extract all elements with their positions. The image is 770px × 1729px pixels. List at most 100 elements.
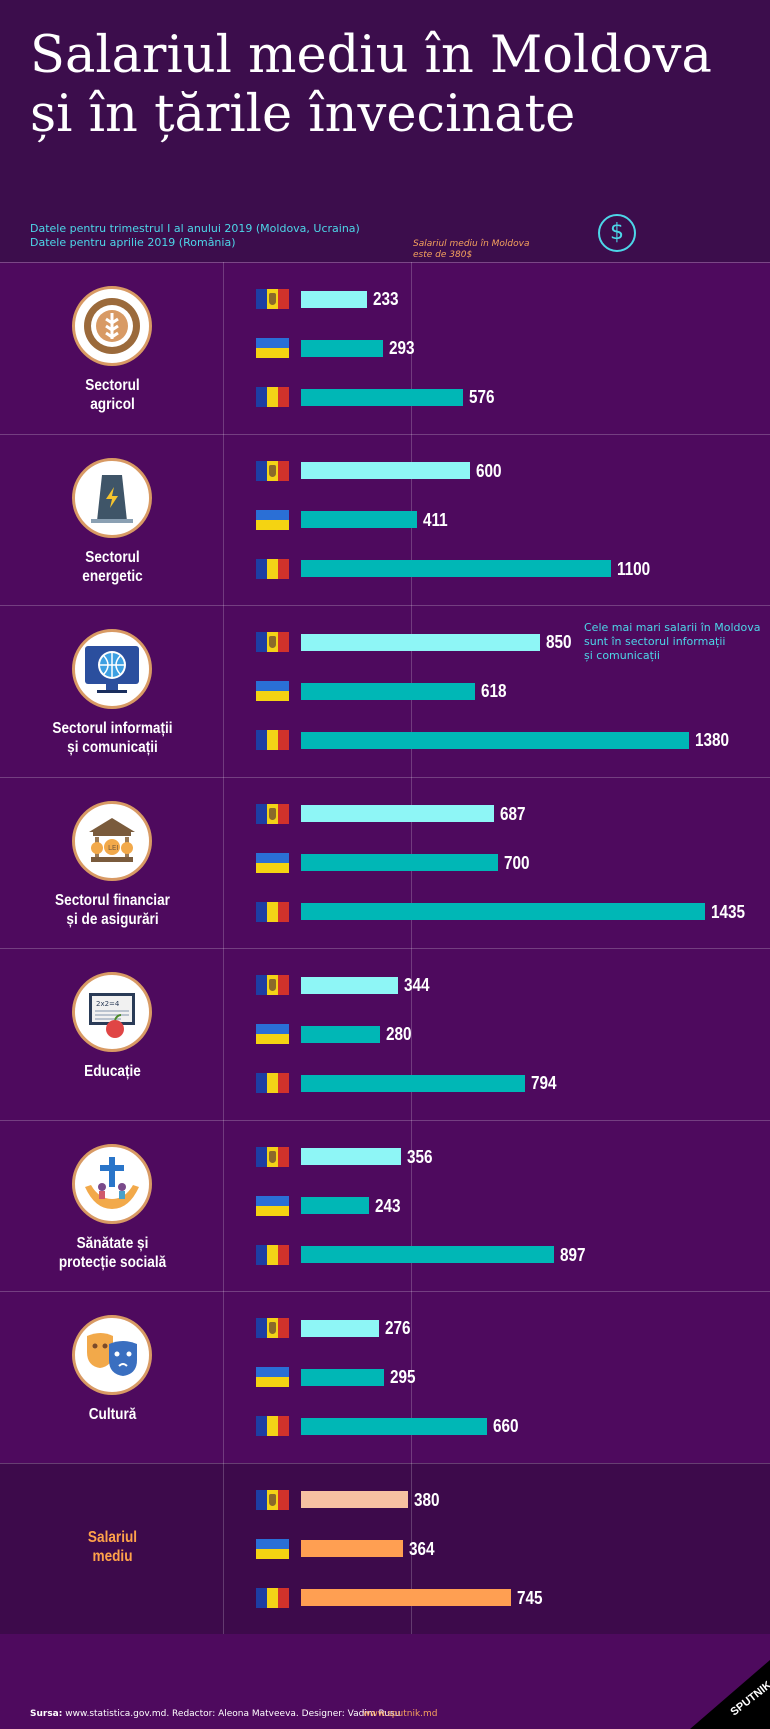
ukraine-flag-icon: [256, 1367, 289, 1387]
section-divider: [0, 1120, 770, 1121]
bar-ucraina: [301, 511, 417, 528]
sector-label-line: energetic: [82, 568, 143, 585]
wheat-gear-icon: [72, 286, 152, 366]
highlight-line-3: și comunicații: [584, 649, 660, 662]
average-reference-line: [411, 262, 412, 1634]
bank-icon: LEI: [72, 801, 152, 881]
bar-moldova: [301, 634, 540, 651]
moldova-flag-icon: [256, 804, 289, 824]
header-band: [0, 0, 770, 262]
moldova-emblem-icon: [269, 636, 276, 648]
average-note-line-2: este de 380$: [413, 250, 473, 260]
sector-label: Salariul mediu: [34, 1528, 191, 1566]
bar-ucraina: [301, 340, 383, 357]
bar-value-label: 293: [389, 338, 415, 358]
average-note-line-1: Salariul mediu în Moldova: [413, 239, 530, 249]
ukraine-flag-icon: [256, 510, 289, 530]
ukraine-flag-icon: [256, 1024, 289, 1044]
sector-label: Cultură: [34, 1405, 191, 1424]
bar-value-label: 897: [560, 1245, 586, 1265]
bar-value-label: 276: [385, 1318, 411, 1338]
highlight-note: Cele mai mari salarii în Moldova sunt în…: [584, 621, 760, 663]
moldova-flag-icon: [256, 975, 289, 995]
bar-romania: [301, 389, 463, 406]
note-line-2: Datele pentru aprilie 2019 (România): [30, 236, 236, 249]
sector-label-line: protecție socială: [58, 1254, 167, 1271]
romania-flag-icon: [256, 1588, 289, 1608]
moldova-flag-icon: [256, 1147, 289, 1167]
moldova-emblem-icon: [269, 808, 276, 820]
moldova-emblem-icon: [269, 293, 276, 305]
title-line-2: și în țările învecinate: [30, 85, 576, 144]
bar-moldova: [301, 291, 367, 308]
column-divider: [223, 262, 224, 1634]
theater-masks-icon: [72, 1315, 152, 1395]
note-line-1: Datele pentru trimestrul I al anului 201…: [30, 222, 360, 235]
romania-flag-icon: [256, 1416, 289, 1436]
source-text: www.statistica.gov.md. Redactor: Aleona …: [62, 1709, 401, 1719]
ukraine-flag-icon: [256, 1196, 289, 1216]
moldova-flag-icon: [256, 1490, 289, 1510]
sector-label-line: Educație: [84, 1063, 141, 1080]
highlight-line-2: sunt în sectorul informații: [584, 635, 726, 648]
medical-hands-icon: [72, 1144, 152, 1224]
sector-label: Sectorul agricol: [34, 376, 191, 414]
svg-text:LEI: LEI: [108, 844, 118, 852]
data-period-notes: Datele pentru trimestrul I al anului 201…: [30, 222, 360, 250]
bar-moldova: [301, 462, 470, 479]
bar-value-label: 243: [375, 1196, 401, 1216]
ukraine-flag-icon: [256, 1539, 289, 1559]
bar-moldova: [301, 977, 398, 994]
source-prefix: Sursa:: [30, 1709, 63, 1719]
bar-ucraina: [301, 1369, 384, 1386]
sector-label-line: Salariul: [87, 1529, 138, 1546]
moldova-flag-icon: [256, 461, 289, 481]
moldova-emblem-icon: [269, 979, 276, 991]
romania-flag-icon: [256, 730, 289, 750]
dollar-icon: $: [598, 214, 636, 252]
moldova-flag-icon: [256, 632, 289, 652]
section-divider: [0, 1291, 770, 1292]
sector-label-line: Sectorul: [85, 377, 140, 394]
romania-flag-icon: [256, 559, 289, 579]
bar-value-label: 745: [517, 1588, 543, 1608]
bar-romania: [301, 903, 705, 920]
moldova-emblem-icon: [269, 1151, 276, 1163]
bar-romania: [301, 1418, 487, 1435]
bar-value-label: 411: [423, 510, 448, 530]
section-divider: [0, 1463, 770, 1464]
sector-label-line: mediu: [92, 1548, 133, 1565]
bar-value-label: 295: [390, 1367, 416, 1387]
sector-label-line: Cultură: [88, 1406, 137, 1423]
book-apple-icon: 2x2=4: [72, 972, 152, 1052]
ukraine-flag-icon: [256, 853, 289, 873]
ukraine-flag-icon: [256, 681, 289, 701]
bar-value-label: 280: [386, 1024, 412, 1044]
bar-value-label: 618: [481, 681, 507, 701]
bar-ucraina: [301, 1026, 380, 1043]
bar-value-label: 233: [373, 289, 399, 309]
footer-site-link[interactable]: www.sputnik.md: [363, 1709, 438, 1719]
sector-label-line: și comunicații: [67, 739, 158, 756]
section-divider: [0, 434, 770, 435]
moldova-emblem-icon: [269, 465, 276, 477]
ukraine-flag-icon: [256, 338, 289, 358]
romania-flag-icon: [256, 387, 289, 407]
sector-label-line: Sănătate și: [76, 1235, 149, 1252]
bar-value-label: 600: [476, 461, 502, 481]
sector-label-line: Sectorul informații: [52, 720, 173, 737]
bar-value-label: 850: [546, 632, 572, 652]
bar-ucraina: [301, 683, 475, 700]
bar-romania: [301, 1246, 554, 1263]
sector-label: Sectorul informații și comunicații: [34, 719, 191, 757]
bar-moldova: [301, 805, 494, 822]
bar-romania: [301, 1589, 511, 1606]
sector-label: Educație: [34, 1062, 191, 1081]
sector-label-line: Sectorul financiar: [55, 892, 170, 909]
page-title: Salariul mediu în Moldova și în țările î…: [30, 26, 750, 144]
bar-value-label: 700: [504, 853, 530, 873]
bar-value-label: 1380: [695, 730, 730, 750]
bar-moldova: [301, 1148, 401, 1165]
bar-value-label: 380: [414, 1490, 440, 1510]
